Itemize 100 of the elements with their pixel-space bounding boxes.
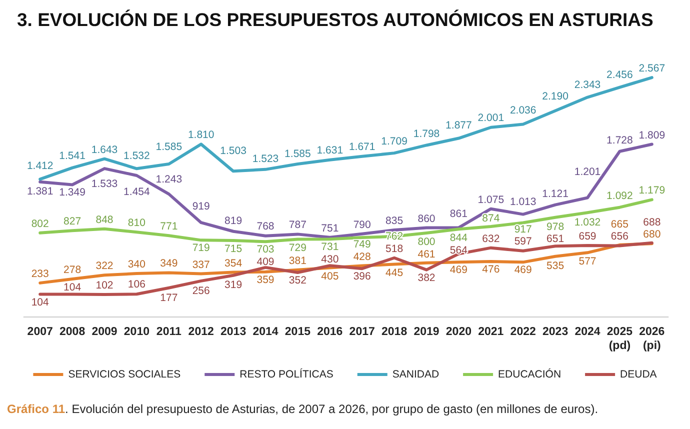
data-label: 874 (482, 212, 500, 225)
data-label: 1.541 (59, 150, 86, 162)
data-label: 1.179 (638, 184, 666, 197)
data-label: 665 (610, 218, 629, 230)
data-label: 1.810 (188, 129, 214, 142)
data-label: 1.032 (574, 216, 601, 229)
legend-label: SANIDAD (392, 368, 440, 380)
data-label: 1.643 (91, 144, 118, 156)
x-tick-label: 2018 (382, 326, 408, 338)
data-label: 917 (514, 223, 532, 236)
data-label: 177 (160, 292, 178, 304)
x-tick-label: 2013 (220, 326, 246, 338)
data-label: 1.532 (124, 150, 150, 162)
data-label: 1.243 (156, 174, 182, 186)
x-tick-label: 2017 (349, 326, 375, 338)
data-label: 104 (31, 296, 50, 308)
data-label: 1.013 (510, 196, 536, 208)
data-label: 2.036 (510, 104, 536, 116)
data-label: 1.075 (478, 194, 504, 206)
data-label: 688 (643, 216, 661, 228)
data-label: 1.092 (606, 190, 633, 202)
x-tick-label: 2015 (284, 326, 312, 338)
data-label: 1.585 (284, 148, 311, 160)
chart-title: 3. EVOLUCIÓN DE LOS PRESUPUESTOS AUTONÓMICOS EN ASTURIAS (17, 9, 654, 30)
data-label: 1.412 (26, 160, 54, 172)
x-tick-label: 2009 (92, 326, 118, 338)
data-label: 771 (160, 220, 178, 233)
data-label: 768 (256, 220, 274, 232)
data-label: 104 (64, 281, 82, 294)
data-label: 106 (128, 278, 146, 291)
data-label: 469 (450, 264, 468, 276)
data-label: 233 (31, 268, 50, 280)
legend-label: DEUDA (620, 368, 657, 380)
data-label: 278 (64, 264, 82, 276)
data-label: 680 (643, 228, 661, 241)
x-tick-label: 2019 (414, 326, 440, 338)
data-label: 349 (160, 258, 178, 270)
legend-label: SERVICIOS SOCIALES (68, 368, 181, 380)
data-label: 319 (224, 278, 242, 291)
x-tick-label: 2022 (510, 326, 536, 338)
data-label: 1.523 (252, 152, 279, 165)
data-label: 1.533 (91, 178, 118, 190)
data-label: 729 (288, 242, 307, 254)
data-label: 819 (224, 214, 242, 227)
data-label: 790 (353, 218, 372, 231)
x-tick-label: 2008 (60, 326, 86, 338)
data-label: 1.809 (638, 129, 666, 142)
data-label: 919 (192, 200, 210, 213)
data-label: 656 (610, 230, 629, 243)
x-tick-label: 2014 (252, 326, 279, 338)
x-tick-label: 2026 (pi) (639, 326, 665, 352)
data-label: 577 (578, 256, 596, 268)
data-label: 476 (482, 264, 500, 276)
data-label: 802 (31, 218, 50, 230)
data-label: 810 (128, 217, 146, 230)
data-label: 1.877 (446, 119, 472, 132)
data-label: 835 (386, 214, 404, 227)
data-label: 861 (450, 208, 468, 220)
data-label: 518 (386, 242, 404, 255)
data-label: 1.381 (26, 185, 54, 198)
data-label: 256 (192, 284, 210, 297)
data-label: 632 (482, 232, 500, 245)
data-label: 102 (96, 279, 114, 292)
data-label: 1.349 (59, 186, 86, 199)
data-label: 2.456 (606, 68, 633, 81)
data-label: 703 (256, 244, 274, 256)
data-label: 359 (256, 274, 274, 286)
data-label: 382 (418, 272, 436, 284)
x-tick-label: 2021 (478, 326, 504, 338)
data-label: 651 (546, 233, 564, 246)
data-label: 352 (288, 274, 307, 286)
x-tick-label: 2012 (188, 326, 214, 338)
data-label: 535 (546, 260, 564, 272)
data-label: 719 (192, 242, 210, 254)
data-label: 827 (64, 216, 82, 228)
x-tick-label: 2011 (156, 326, 182, 338)
legend-label: EDUCACIÓN (498, 368, 562, 380)
data-label: 461 (418, 248, 436, 260)
data-label: 1.728 (606, 134, 633, 146)
data-label: 405 (321, 270, 339, 282)
data-label: 597 (514, 235, 532, 248)
data-label: 860 (418, 212, 436, 225)
data-label: 1.585 (156, 140, 182, 153)
data-label: 430 (321, 254, 339, 266)
x-tick-label: 2023 (542, 326, 568, 338)
data-label: 337 (192, 258, 210, 271)
text: Gráfico 11. Evolución del presupuesto de Asturias, de 2007 a 2026, por grupo de gasto (en millones de euros). (7, 402, 598, 416)
data-label: 749 (353, 238, 372, 251)
data-label: 428 (353, 250, 372, 263)
x-tick-label: 2020 (446, 326, 472, 338)
x-tick-label: 2007 (27, 326, 53, 338)
data-label: 1.201 (574, 166, 601, 178)
data-label: 396 (353, 270, 372, 283)
data-label: 1.503 (220, 145, 247, 158)
data-label: 469 (514, 264, 532, 276)
data-label: 2.567 (638, 62, 666, 75)
data-label: 1.671 (348, 140, 376, 153)
data-label: 354 (224, 257, 242, 270)
x-tick-label: 2024 (574, 326, 601, 338)
data-label: 2.190 (542, 90, 569, 103)
